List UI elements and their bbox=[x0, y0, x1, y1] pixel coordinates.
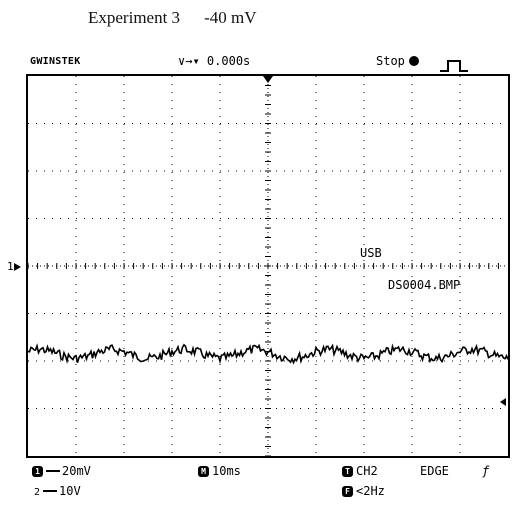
timebase-arrows-icon: ∨→▾ bbox=[178, 54, 200, 68]
ch1-ground-marker: 1 bbox=[7, 260, 21, 273]
trigger-badge-icon: T bbox=[342, 466, 353, 477]
run-state: Stop bbox=[376, 54, 419, 68]
ch1-badge-icon: 1 bbox=[32, 466, 43, 477]
main-timebase-badge-icon: M bbox=[198, 466, 209, 477]
experiment-title: Experiment 3 bbox=[88, 8, 181, 27]
ch1-waveform bbox=[28, 342, 508, 365]
experiment-voltage: -40 mV bbox=[204, 8, 257, 27]
scope-plot bbox=[28, 76, 508, 456]
trigger-edge-icon bbox=[440, 60, 468, 72]
trigger-delay-value: 0.000s bbox=[206, 54, 251, 68]
trigger-type: EDGE bbox=[420, 464, 449, 478]
trigger-position-marker-icon bbox=[263, 76, 273, 83]
brand-logo: GWINSTEK bbox=[30, 56, 81, 67]
timebase-scale: M 10ms bbox=[198, 464, 241, 478]
file-name: DS0004.BMP bbox=[388, 278, 461, 292]
scope-screen: USB DS0004.BMP bbox=[26, 74, 510, 458]
run-state-label: Stop bbox=[376, 54, 405, 68]
dc-coupling-icon bbox=[43, 490, 58, 492]
trigger-source: T CH2 bbox=[342, 464, 378, 478]
trigger-frequency: F <2Hz bbox=[342, 484, 385, 498]
dc-coupling-icon bbox=[46, 470, 60, 472]
ch1-arrow-icon bbox=[13, 263, 21, 271]
trigger-slope-icon: ƒ bbox=[482, 464, 490, 478]
caption: Experiment 3 -40 mV bbox=[88, 8, 256, 28]
ch2-scale: 2 10V bbox=[34, 484, 81, 498]
trigger-delay-readout: ∨→▾ 0.000s bbox=[178, 54, 250, 68]
frequency-badge-icon: F bbox=[342, 486, 353, 497]
ch1-scale: 1 20mV bbox=[32, 464, 91, 478]
usb-label: USB bbox=[360, 246, 382, 260]
stop-dot-icon bbox=[408, 56, 419, 66]
trigger-level-marker-icon bbox=[500, 398, 506, 406]
